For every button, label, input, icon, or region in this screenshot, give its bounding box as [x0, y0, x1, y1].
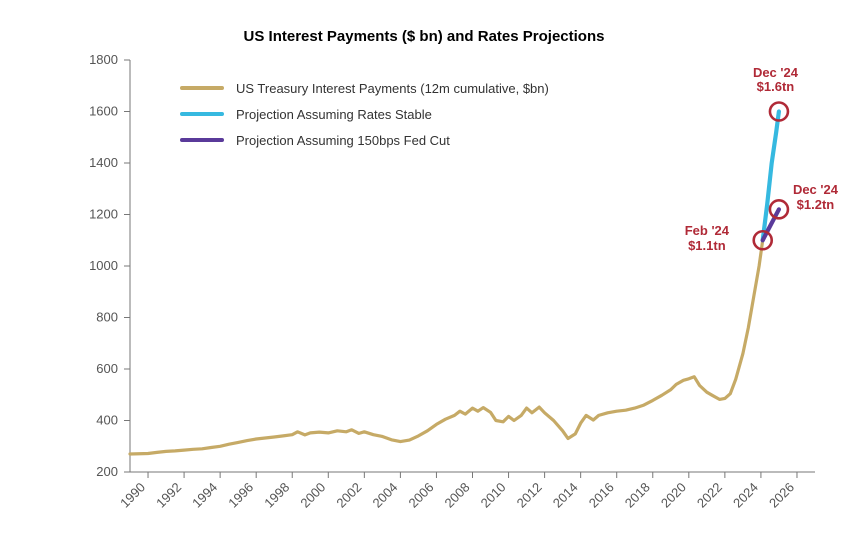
- callout-line1: Dec '24: [793, 183, 838, 198]
- chart-container: US Interest Payments ($ bn) and Rates Pr…: [0, 0, 848, 551]
- callout-line2: $1.2tn: [793, 198, 838, 213]
- x-tick-label: 2018: [622, 480, 653, 511]
- x-tick-label: 1996: [225, 480, 256, 511]
- callout-label: Dec '24$1.2tn: [793, 183, 838, 213]
- x-tick-label: 2014: [550, 480, 581, 511]
- series-historical: [130, 240, 763, 454]
- callout-label: Feb '24$1.1tn: [685, 224, 729, 254]
- callout-line1: Feb '24: [685, 224, 729, 239]
- x-tick-label: 2010: [478, 480, 509, 511]
- callout-line2: $1.6tn: [753, 80, 798, 95]
- callout-line1: Dec '24: [753, 66, 798, 81]
- x-tick-label: 2008: [442, 480, 473, 511]
- x-tick-label: 2022: [694, 480, 725, 511]
- x-tick-label: 1990: [117, 480, 148, 511]
- x-tick-label: 2026: [766, 480, 797, 511]
- x-tick-label: 2006: [406, 480, 437, 511]
- y-tick-label: 1800: [89, 52, 118, 67]
- x-tick-label: 2016: [586, 480, 617, 511]
- x-tick-label: 2020: [658, 480, 689, 511]
- x-tick-label: 1998: [261, 480, 292, 511]
- x-tick-label: 1992: [153, 480, 184, 511]
- y-tick-label: 1600: [89, 104, 118, 119]
- y-tick-label: 1000: [89, 258, 118, 273]
- x-tick-label: 2012: [514, 480, 545, 511]
- x-tick-label: 1994: [189, 480, 220, 511]
- chart-svg: 200 400 600 800 1000 1200 1400 1600 1800 19901992…: [0, 0, 848, 551]
- x-tick-label: 2002: [333, 480, 364, 511]
- callout-label: Dec '24$1.6tn: [753, 66, 798, 96]
- x-tick-label: 2004: [369, 480, 400, 511]
- y-tick-label: 800: [96, 310, 118, 325]
- x-tick-label: 2000: [297, 480, 328, 511]
- y-tick-label: 400: [96, 413, 118, 428]
- callout-line2: $1.1tn: [685, 239, 729, 254]
- x-tick-label: 2024: [730, 480, 761, 511]
- y-tick-label: 600: [96, 361, 118, 376]
- y-tick-label: 1400: [89, 155, 118, 170]
- y-tick-label: 1200: [89, 207, 118, 222]
- y-tick-label: 200: [96, 464, 118, 479]
